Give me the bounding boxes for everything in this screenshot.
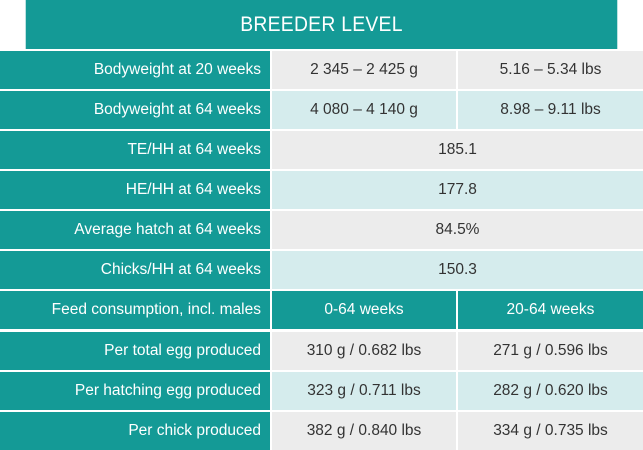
row-value: 84.5% (272, 211, 643, 249)
value-grams: 4 080 – 4 140 g (272, 91, 456, 129)
row-label: Bodyweight at 64 weeks (0, 91, 270, 129)
column-header-0-64-weeks: 0-64 weeks (272, 291, 456, 329)
row-label: Per chick produced (0, 412, 270, 450)
table-row: Chicks/HH at 64 weeks 150.3 (0, 251, 643, 289)
value-0-64-weeks: 310 g / 0.682 lbs (272, 332, 456, 370)
value-pounds: 8.98 – 9.11 lbs (458, 91, 643, 129)
table-subheader-row: Feed consumption, incl. males 0-64 weeks… (0, 291, 643, 329)
table-row: TE/HH at 64 weeks 185.1 (0, 131, 643, 169)
row-value: 150.3 (272, 251, 643, 289)
table-row: Per chick produced 382 g / 0.840 lbs 334… (0, 412, 643, 450)
row-label: Per hatching egg produced (0, 372, 270, 410)
value-0-64-weeks: 323 g / 0.711 lbs (272, 372, 456, 410)
value-0-64-weeks: 382 g / 0.840 lbs (272, 412, 456, 450)
table-row: Per total egg produced 310 g / 0.682 lbs… (0, 332, 643, 370)
value-pounds: 5.16 – 5.34 lbs (458, 51, 643, 89)
row-label: Bodyweight at 20 weeks (0, 51, 270, 89)
row-value: 185.1 (272, 131, 643, 169)
table-row: HE/HH at 64 weeks 177.8 (0, 171, 643, 209)
table-row: Average hatch at 64 weeks 84.5% (0, 211, 643, 249)
value-20-64-weeks: 334 g / 0.735 lbs (458, 412, 643, 450)
row-label: Per total egg produced (0, 332, 270, 370)
row-label: Average hatch at 64 weeks (0, 211, 270, 249)
row-label: HE/HH at 64 weeks (0, 171, 270, 209)
row-label: Chicks/HH at 64 weeks (0, 251, 270, 289)
column-header-20-64-weeks: 20-64 weeks (458, 291, 643, 329)
table-title: BREEDER LEVEL (25, 0, 618, 49)
table-row: Bodyweight at 20 weeks 2 345 – 2 425 g 5… (0, 51, 643, 89)
value-grams: 2 345 – 2 425 g (272, 51, 456, 89)
row-value: 177.8 (272, 171, 643, 209)
table-row: Bodyweight at 64 weeks 4 080 – 4 140 g 8… (0, 91, 643, 129)
value-20-64-weeks: 271 g / 0.596 lbs (458, 332, 643, 370)
table-row: Per hatching egg produced 323 g / 0.711 … (0, 372, 643, 410)
value-20-64-weeks: 282 g / 0.620 lbs (458, 372, 643, 410)
row-label: Feed consumption, incl. males (0, 291, 270, 329)
row-label: TE/HH at 64 weeks (0, 131, 270, 169)
